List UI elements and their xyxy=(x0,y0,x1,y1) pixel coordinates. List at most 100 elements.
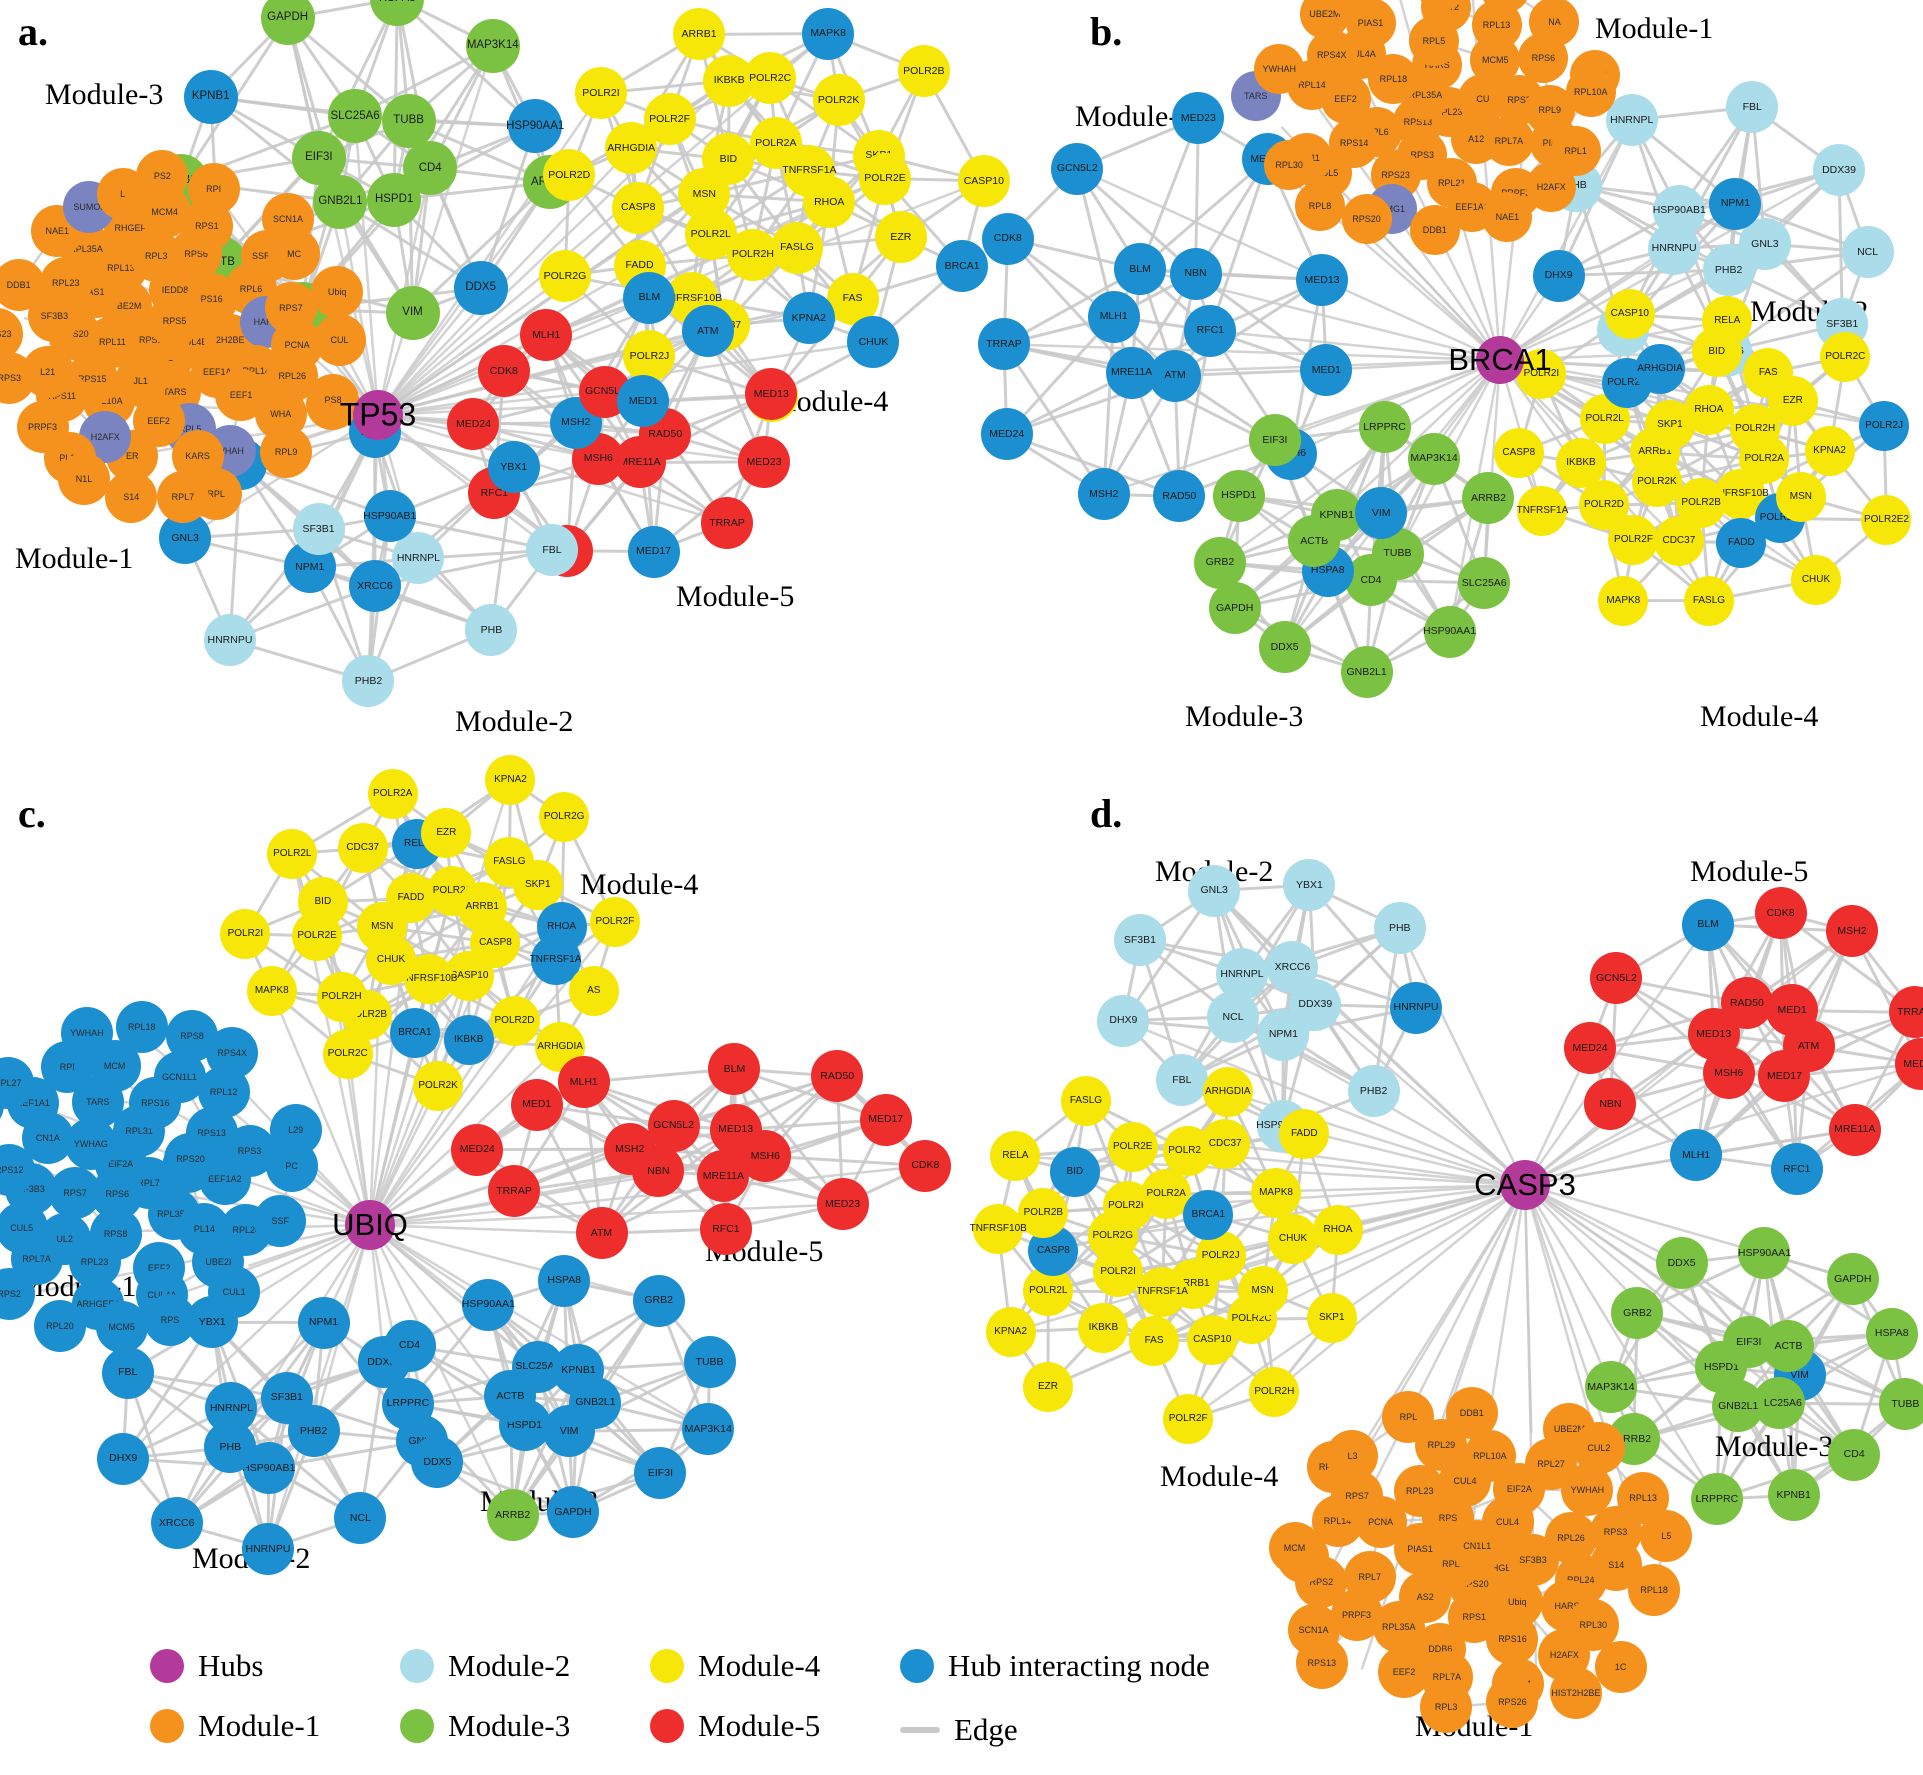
network-node[interactable]: CDC37 xyxy=(337,823,388,874)
network-node[interactable]: KPNA2 xyxy=(782,292,835,345)
network-node[interactable]: HNRNPU xyxy=(1390,981,1443,1034)
network-node[interactable]: CHUK xyxy=(1791,555,1841,606)
network-node[interactable]: HSP90AA1 xyxy=(1423,605,1476,658)
network-node[interactable]: KPNB1 xyxy=(1767,1469,1820,1522)
network-node[interactable] xyxy=(1264,139,1315,190)
network-node[interactable]: ATM xyxy=(575,1207,628,1260)
network-node[interactable]: MED17 xyxy=(1758,1049,1811,1102)
network-node[interactable]: MED13 xyxy=(709,1103,762,1156)
network-node[interactable] xyxy=(1268,1522,1321,1575)
network-node[interactable] xyxy=(1382,1391,1435,1444)
network-node[interactable]: MAPK8 xyxy=(246,966,297,1017)
network-node[interactable] xyxy=(1295,181,1346,231)
network-node[interactable]: HNRNPL xyxy=(392,532,445,585)
network-node[interactable]: MAP3K14 xyxy=(1584,1361,1637,1414)
network-node[interactable]: VIM xyxy=(385,286,440,341)
network-node[interactable]: RHOA xyxy=(1313,1204,1363,1255)
network-node[interactable]: POLR2K xyxy=(812,74,865,127)
network-node[interactable]: DHX9 xyxy=(1532,249,1585,302)
network-node[interactable]: DDX39 xyxy=(1813,143,1866,196)
network-node[interactable]: PHB xyxy=(465,603,518,656)
network-node[interactable] xyxy=(1486,1675,1539,1728)
network-node[interactable]: GNB2L1 xyxy=(1340,645,1393,698)
network-node[interactable]: CD4 xyxy=(1828,1428,1881,1481)
network-node[interactable]: LRPPRC xyxy=(1358,400,1411,453)
network-node[interactable]: MAP3K14 xyxy=(465,18,520,73)
network-node[interactable]: SLC25A6 xyxy=(1458,556,1511,609)
network-node[interactable]: BID xyxy=(702,133,755,186)
network-node[interactable]: YBX1 xyxy=(487,441,540,494)
network-node[interactable] xyxy=(49,1167,102,1220)
network-node[interactable]: FAS xyxy=(1129,1316,1180,1367)
network-node[interactable]: MED1 xyxy=(617,375,670,428)
network-node[interactable]: TNFRSF1A xyxy=(1517,485,1568,536)
network-node[interactable]: DHX9 xyxy=(1097,994,1150,1047)
network-node[interactable] xyxy=(1483,116,1534,167)
network-node[interactable] xyxy=(136,149,189,202)
network-node[interactable] xyxy=(95,1300,148,1353)
network-node[interactable]: TUBB xyxy=(683,1335,736,1388)
network-node[interactable]: POLR2I xyxy=(220,908,271,959)
network-node[interactable]: MED1 xyxy=(510,1078,563,1131)
network-node[interactable]: POLR2A xyxy=(367,768,418,819)
network-node[interactable]: MLH1 xyxy=(1087,290,1140,343)
network-node[interactable]: PHB2 xyxy=(1347,1065,1400,1118)
network-node[interactable]: HSPD1 xyxy=(1212,469,1265,522)
network-node[interactable]: AS xyxy=(568,966,619,1017)
network-node[interactable]: MED13 xyxy=(745,368,798,421)
network-node[interactable]: YBX1 xyxy=(1283,859,1336,912)
network-node[interactable]: GNL3 xyxy=(1188,864,1241,917)
network-node[interactable]: GAPDH xyxy=(260,0,315,46)
network-node[interactable] xyxy=(1526,161,1577,212)
network-node[interactable] xyxy=(1640,1510,1693,1563)
network-node[interactable]: NPM1 xyxy=(297,1296,350,1349)
network-node[interactable] xyxy=(1254,43,1305,94)
network-node[interactable]: CDC37 xyxy=(1653,516,1704,567)
network-node[interactable] xyxy=(0,308,24,361)
network-node[interactable]: MLH1 xyxy=(557,1056,610,1109)
network-node[interactable]: GAPDH xyxy=(1208,582,1261,635)
network-node[interactable]: CDK8 xyxy=(899,1139,952,1192)
network-node[interactable]: HNRNPU xyxy=(241,1522,294,1575)
network-node[interactable]: DDX5 xyxy=(1258,620,1311,673)
network-node[interactable]: POLR2D xyxy=(1579,480,1630,531)
network-node[interactable]: RAD50 xyxy=(811,1050,864,1103)
network-node[interactable] xyxy=(1378,1646,1431,1699)
network-node[interactable]: XRCC6 xyxy=(150,1497,203,1550)
network-node[interactable]: POLR2F xyxy=(1163,1394,1214,1445)
network-node[interactable]: RFC1 xyxy=(1184,304,1237,357)
network-node[interactable]: PHB2 xyxy=(1702,243,1755,296)
network-node[interactable]: NCL xyxy=(1841,225,1894,278)
network-node[interactable] xyxy=(254,1195,307,1248)
network-node[interactable] xyxy=(268,227,321,280)
network-node[interactable]: FBL xyxy=(1726,80,1779,133)
network-node[interactable]: LRPPRC xyxy=(1690,1472,1743,1525)
network-node[interactable]: POLR2J xyxy=(623,330,676,383)
network-node[interactable]: HSPD1 xyxy=(367,172,422,227)
network-node[interactable]: SF3B1 xyxy=(292,502,345,555)
network-node[interactable]: EIF3I xyxy=(291,130,346,185)
network-node[interactable]: MED24 xyxy=(980,408,1033,461)
network-node[interactable] xyxy=(33,1299,86,1352)
network-node[interactable]: POLR2E xyxy=(1107,1121,1158,1172)
network-node[interactable] xyxy=(1329,0,1380,19)
network-node[interactable]: KPNB1 xyxy=(552,1343,605,1396)
network-node[interactable]: ARHGDIA xyxy=(1634,344,1685,395)
network-node[interactable] xyxy=(1486,1612,1539,1665)
network-node[interactable]: FADD xyxy=(1279,1108,1330,1159)
network-node[interactable]: FASLG xyxy=(771,221,824,274)
network-node[interactable]: EZR xyxy=(874,211,927,264)
network-node[interactable]: ACTB xyxy=(1762,1319,1815,1372)
network-node[interactable]: POLR2D xyxy=(543,148,596,201)
network-node[interactable]: HSPA8 xyxy=(370,0,425,26)
network-node[interactable] xyxy=(208,1265,261,1318)
network-node[interactable] xyxy=(311,266,364,319)
network-node[interactable]: HSP90AA1 xyxy=(462,1278,515,1331)
network-node[interactable]: TNFRSF1A xyxy=(782,144,837,197)
network-node[interactable]: MED24 xyxy=(447,397,500,450)
network-node[interactable]: MLH1 xyxy=(1670,1129,1723,1182)
network-node[interactable] xyxy=(105,470,158,523)
network-node[interactable]: MAPK8 xyxy=(1598,575,1649,626)
network-node[interactable]: RELA xyxy=(990,1131,1041,1182)
network-node[interactable]: ARRB2 xyxy=(1462,472,1515,525)
